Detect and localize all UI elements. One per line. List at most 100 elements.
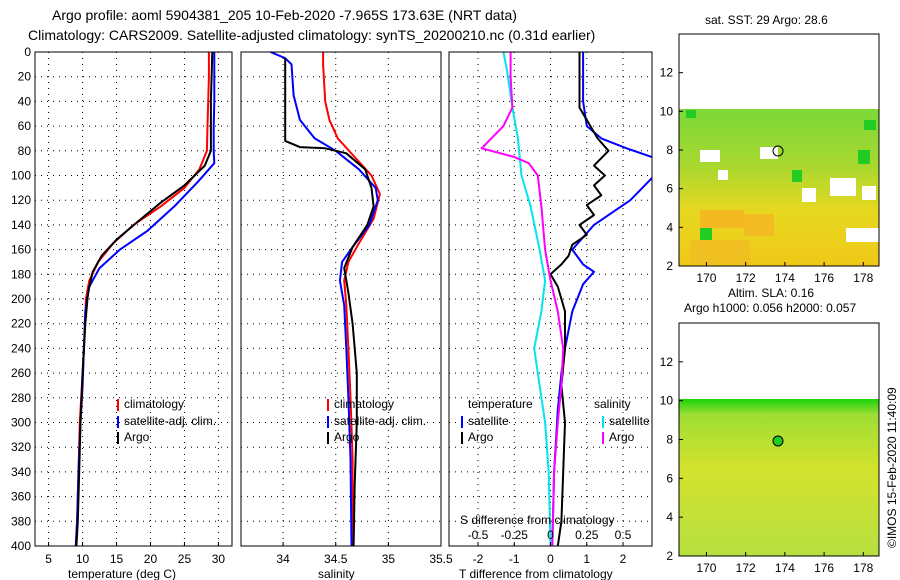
panel-frame <box>34 51 233 547</box>
legend-label-t-argo: Argo <box>468 430 494 444</box>
legend-label-climatology: climatology <box>124 397 184 411</box>
map-x-tick-label: 174 <box>775 271 795 285</box>
map-y-tick-label: 8 <box>666 433 673 447</box>
credit-text: ©IMOS 15-Feb-2020 11:40:09 <box>885 387 899 548</box>
x-axis-label: T difference from climatology <box>459 567 613 580</box>
y-tick-label: 200 <box>11 292 31 306</box>
map-y-tick-label: 6 <box>666 182 673 196</box>
sla-map: Altim. SLA: 0.16 Argo h1000: 0.056 h2000… <box>660 286 880 575</box>
y-tick-label: 300 <box>11 416 31 430</box>
y-tick-label: 100 <box>11 169 31 183</box>
legend-label-t-satellite: satellite <box>468 414 509 428</box>
sla-map-title-1: Altim. SLA: 0.16 <box>728 286 814 300</box>
y-tick-label: 40 <box>18 94 32 108</box>
y-tick-label: 240 <box>11 341 31 355</box>
map-x-tick-label: 174 <box>775 561 795 575</box>
map-y-tick-label: 2 <box>666 259 673 273</box>
sst-map-patch <box>846 228 879 242</box>
y-tick-label: 60 <box>18 119 32 133</box>
sst-map: sat. SST: 29 Argo: 28.6 170 172 174 176 178 2… <box>660 13 880 285</box>
map-y-tick-label: 4 <box>666 220 673 234</box>
y-tick-label: 320 <box>11 440 31 454</box>
salinity-legend: climatology satellite-adj. clim. Argo <box>327 397 426 444</box>
legend-label-s-satellite: satellite <box>609 414 650 428</box>
salinity-panel: 34 34.5 35 35.5 salinity <box>240 51 453 580</box>
difference-legend: temperature satellite Argo salinity sate… <box>460 397 650 527</box>
sst-map-patch <box>686 110 696 118</box>
sst-map-axes: 170 172 174 176 178 2 4 6 8 10 12 <box>660 66 874 285</box>
map-y-tick-label: 12 <box>660 355 674 369</box>
x-tick-label: 2 <box>620 552 627 566</box>
x-tick-label: 34 <box>276 552 290 566</box>
x-tick-label: 15 <box>110 552 124 566</box>
map-y-tick-label: 10 <box>660 104 674 118</box>
series-s-argo <box>480 52 565 546</box>
legend-label-argo: Argo <box>124 430 150 444</box>
x-tick-label: 30 <box>212 552 226 566</box>
x-axis-label: temperature (deg C) <box>68 567 176 580</box>
x-tick-label: 10 <box>76 552 90 566</box>
y-tick-label: 80 <box>18 144 32 158</box>
sst-map-patch <box>792 170 802 182</box>
x-tick-label: 34.5 <box>324 552 348 566</box>
sst-map-patch <box>700 228 712 242</box>
sst-map-patch <box>802 188 816 202</box>
sst-map-patch <box>760 147 778 159</box>
y-tick-label: 20 <box>18 70 32 84</box>
map-x-tick-label: 178 <box>853 561 873 575</box>
x-tick-label: 0 <box>547 552 554 566</box>
series-satellite-adj-clim- <box>270 52 379 546</box>
y-tick-label: 180 <box>11 267 31 281</box>
map-y-tick-label: 10 <box>660 394 674 408</box>
legend-label-satellite: satellite-adj. clim. <box>124 414 216 428</box>
x-tick-label: 35 <box>382 552 396 566</box>
y-tick-label: 120 <box>11 193 31 207</box>
y-tick-label: 400 <box>11 539 31 553</box>
difference-panel: -2 -1 0 1 2 -0.5 -0.25 0 0.25 0.5 T difference fro… <box>448 51 653 580</box>
legend-label-argo: Argo <box>334 430 360 444</box>
y-tick-label: 380 <box>11 514 31 528</box>
x-axis-label: salinity <box>318 567 355 580</box>
x-tick-label: 1 <box>583 552 590 566</box>
panel-frame <box>240 51 442 547</box>
sst-map-argo-marker <box>772 145 784 157</box>
series-t-satellite-lower- <box>551 177 652 546</box>
x-tick-label: 20 <box>144 552 158 566</box>
x-tick-label: 5 <box>45 552 52 566</box>
sst-map-patch <box>744 214 774 236</box>
sst-map-title: sat. SST: 29 Argo: 28.6 <box>705 13 828 27</box>
temperature-legend: climatology satellite-adj. clim. Argo <box>117 397 216 444</box>
sst-map-patch <box>690 240 750 264</box>
x2-tick-label: 0 <box>547 528 554 542</box>
legend-title-salinity: salinity <box>594 397 631 411</box>
sla-map-argo-marker <box>772 435 784 447</box>
series-climatology <box>322 52 381 546</box>
series-s-satellite <box>502 52 552 546</box>
sst-map-patch <box>700 150 720 162</box>
sst-map-patch <box>858 150 870 164</box>
y-tick-label: 160 <box>11 243 31 257</box>
x2-tick-label: 0.25 <box>575 528 599 542</box>
series-satellite-adj-clim- <box>74 52 216 546</box>
header-line-2: Climatology: CARS2009. Satellite-adjuste… <box>28 27 595 43</box>
map-x-tick-label: 176 <box>814 561 834 575</box>
map-y-tick-label: 4 <box>666 510 673 524</box>
map-x-tick-label: 176 <box>814 271 834 285</box>
series-argo <box>75 52 214 546</box>
legend-title-temperature: temperature <box>468 397 533 411</box>
y-tick-label: 280 <box>11 391 31 405</box>
x2-tick-label: 0.5 <box>615 528 632 542</box>
s-difference-axis-label: S difference from climatology <box>460 513 615 527</box>
x-tick-label: -1 <box>509 552 520 566</box>
series-t-satellite <box>582 52 652 158</box>
y-tick-label: 340 <box>11 465 31 479</box>
x2-tick-label: -0.25 <box>501 528 529 542</box>
sst-map-patch <box>830 178 856 196</box>
map-y-tick-label: 2 <box>666 549 673 563</box>
map-y-tick-label: 8 <box>666 143 673 157</box>
x2-tick-label: -0.5 <box>468 528 489 542</box>
legend-label-s-argo: Argo <box>609 430 635 444</box>
legend-label-satellite: satellite-adj. clim. <box>334 414 426 428</box>
map-x-tick-label: 178 <box>853 271 873 285</box>
